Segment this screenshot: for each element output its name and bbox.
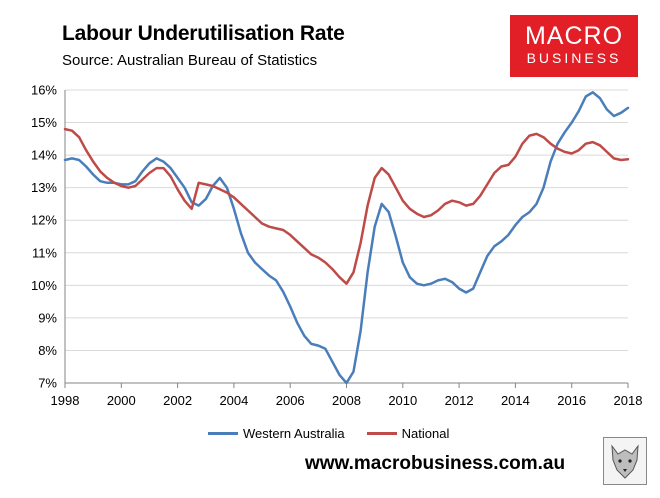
y-tick-label: 12% bbox=[31, 213, 57, 228]
legend: Western Australia National bbox=[208, 426, 471, 441]
axes bbox=[64, 90, 629, 388]
y-tick-label: 15% bbox=[31, 115, 57, 130]
x-tick-label: 2018 bbox=[614, 393, 643, 408]
series-lines bbox=[63, 91, 630, 385]
x-tick-label: 2008 bbox=[332, 393, 361, 408]
chart-subtitle: Source: Australian Bureau of Statistics bbox=[62, 52, 318, 69]
x-tick-label: 2006 bbox=[276, 393, 305, 408]
x-tick-label: 2012 bbox=[445, 393, 474, 408]
x-tick-label: 2002 bbox=[163, 393, 192, 408]
y-tick-label: 16% bbox=[31, 83, 57, 98]
wolf-logo-icon bbox=[603, 437, 647, 485]
x-tick-label: 2010 bbox=[388, 393, 417, 408]
y-axis-tick-labels: 7% 8% 9% 10% 11% 12% 13% 14% 15% 16% bbox=[31, 83, 57, 391]
y-tick-label: 11% bbox=[32, 245, 57, 260]
legend-label-national: National bbox=[401, 426, 450, 441]
x-axis-tick-labels: 1998 2000 2002 2004 2006 2008 2010 2012 2014 2016… bbox=[51, 393, 643, 408]
x-tick-label: 2014 bbox=[501, 393, 530, 408]
y-tick-label: 9% bbox=[38, 310, 57, 325]
legend-swatch-national bbox=[366, 432, 397, 435]
footer-url: www.macrobusiness.com.au bbox=[305, 453, 566, 474]
logo-line-1: MACRO bbox=[524, 22, 624, 50]
x-tick-label: 2000 bbox=[107, 393, 136, 408]
legend-swatch-western-australia bbox=[208, 432, 238, 435]
y-tick-label: 13% bbox=[31, 180, 57, 195]
x-tick-label: 1998 bbox=[51, 393, 80, 408]
legend-item-national: National bbox=[366, 426, 450, 441]
chart-title: Labour Underutilisation Rate bbox=[62, 22, 345, 45]
gridlines bbox=[65, 89, 628, 384]
y-tick-label: 8% bbox=[38, 343, 57, 358]
y-tick-label: 10% bbox=[31, 278, 57, 293]
series-line-national bbox=[63, 127, 630, 285]
logo-line-2: BUSINESS bbox=[526, 50, 622, 66]
x-tick-label: 2004 bbox=[219, 393, 248, 408]
legend-label-western-australia: Western Australia bbox=[243, 426, 345, 441]
y-tick-label: 14% bbox=[31, 148, 57, 163]
series-line-western-australia bbox=[63, 91, 630, 385]
legend-item-western-australia: Western Australia bbox=[208, 426, 345, 441]
y-tick-label: 7% bbox=[38, 376, 57, 391]
macrobusiness-logo: MACRO BUSINESS bbox=[510, 15, 638, 77]
x-tick-label: 2016 bbox=[557, 393, 586, 408]
